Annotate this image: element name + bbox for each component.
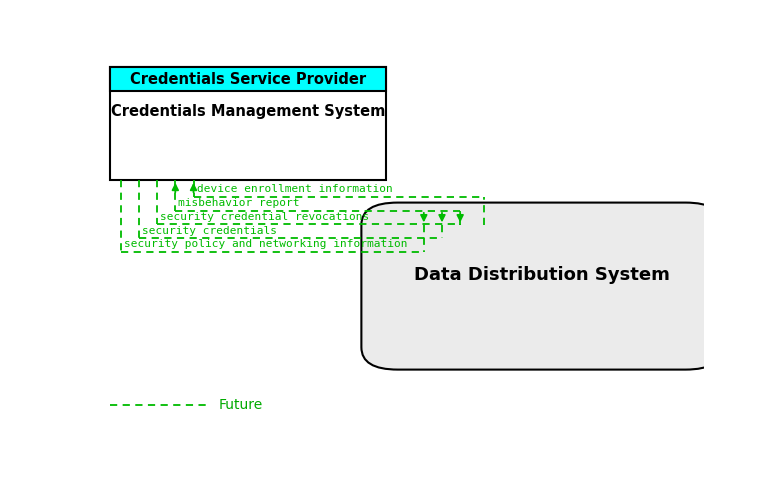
FancyBboxPatch shape bbox=[109, 67, 386, 180]
Text: Credentials Service Provider: Credentials Service Provider bbox=[130, 72, 366, 87]
Text: security credential revocations: security credential revocations bbox=[160, 212, 369, 222]
Text: device enrollment information: device enrollment information bbox=[196, 185, 393, 194]
Text: Credentials Management System: Credentials Management System bbox=[110, 104, 385, 119]
Text: Future: Future bbox=[219, 398, 264, 412]
FancyBboxPatch shape bbox=[109, 67, 386, 91]
Text: Data Distribution System: Data Distribution System bbox=[414, 266, 669, 284]
FancyBboxPatch shape bbox=[361, 202, 722, 370]
Text: security credentials: security credentials bbox=[142, 226, 277, 236]
Text: misbehavior report: misbehavior report bbox=[178, 198, 300, 208]
Text: security policy and networking information: security policy and networking informati… bbox=[124, 240, 407, 249]
